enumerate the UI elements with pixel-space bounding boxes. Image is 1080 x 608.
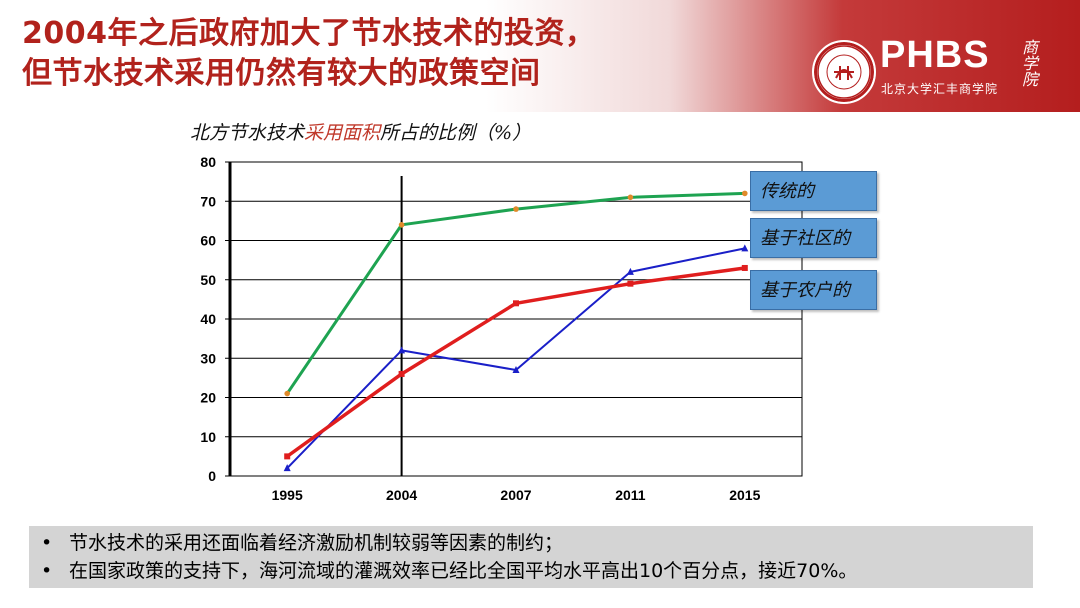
y-tick-label: 60 xyxy=(200,233,216,249)
series-traditional-point xyxy=(284,390,290,397)
series-community-point xyxy=(741,244,749,252)
line-chart: 0 10 20 30 40 50 60 70 80 1995 2004 2007 2011 2015 xyxy=(200,154,803,503)
legend-community: 基于社区的 xyxy=(750,218,877,258)
slide-title: 2004年之后政府加大了节水技术的投资， 但节水技术采用仍然有较大的政策空间 xyxy=(22,14,596,94)
note-item: • 节水技术的采用还面临着经济激励机制较弱等因素的制约； xyxy=(41,529,1033,557)
y-tick-label: 50 xyxy=(200,272,216,288)
series-traditional-point xyxy=(398,222,405,228)
legend-household: 基于农户的 xyxy=(750,270,877,310)
x-tick-label: 2007 xyxy=(500,487,531,503)
series-household-line xyxy=(286,266,746,458)
x-tick-label: 1995 xyxy=(272,487,303,503)
chart-title-prefix: 北方节水技术 xyxy=(190,122,305,144)
legend-traditional: 传统的 xyxy=(750,171,877,211)
series-household-point xyxy=(627,280,634,287)
series-traditional-point xyxy=(742,190,748,197)
phbs-subtitle: 北京大学汇丰商学院 xyxy=(881,82,999,96)
chart-title: 北方节水技术采用面积所占的比例（%） xyxy=(190,118,531,145)
chart-title-highlight: 采用面积 xyxy=(304,122,381,144)
y-tick-label: 80 xyxy=(200,154,216,170)
x-tick-label: 2011 xyxy=(615,487,646,503)
title-line-1: 2004年之后政府加大了节水技术的投资， xyxy=(22,16,596,51)
series-community-point xyxy=(283,464,291,472)
phbs-logo: PHBS 北京大学汇丰商学院 商学院 xyxy=(812,34,1064,108)
phbs-wordmark: PHBS xyxy=(880,34,990,76)
university-seal-icon xyxy=(812,40,876,104)
note-text-1: 节水技术的采用还面临着经济激励机制较弱等因素的制约； xyxy=(69,532,564,554)
series-community-point xyxy=(626,267,634,275)
series-community-point xyxy=(398,346,406,354)
series-traditional-point xyxy=(627,194,634,201)
calligraphy-mark: 商学院 xyxy=(1022,38,1039,89)
y-tick-label: 40 xyxy=(200,311,216,327)
header-band xyxy=(0,0,1080,112)
note-text-2: 在国家政策的支持下，海河流域的灌溉效率已经比全国平均水平高出10个百分点，接近7… xyxy=(69,560,858,582)
y-tick-label: 0 xyxy=(208,468,216,484)
y-tick-label: 30 xyxy=(200,350,216,366)
title-line-2: 但节水技术采用仍然有较大的政策空间 xyxy=(22,56,541,91)
chart-title-suffix: 所占的比例（%） xyxy=(380,122,532,144)
series-traditional-point xyxy=(513,206,519,212)
notes-box: • 节水技术的采用还面临着经济激励机制较弱等因素的制约； • 在国家政策的支持下，海… xyxy=(29,526,1033,588)
x-tick-label: 2015 xyxy=(729,487,760,503)
series-traditional-line xyxy=(285,191,745,395)
y-tick-label: 10 xyxy=(200,429,216,445)
series-household-point xyxy=(398,370,405,377)
y-tick-label: 70 xyxy=(200,193,216,209)
x-tick-label: 2004 xyxy=(386,487,417,503)
y-tick-label: 20 xyxy=(200,390,216,406)
series-household-point xyxy=(284,453,291,460)
note-item: • 在国家政策的支持下，海河流域的灌溉效率已经比全国平均水平高出10个百分点，接近… xyxy=(41,557,1033,585)
series-household-point xyxy=(513,300,519,307)
bullet-icon: • xyxy=(41,532,53,554)
series-household-point xyxy=(741,264,748,271)
bullet-icon: • xyxy=(41,560,53,582)
series-community-point xyxy=(512,366,520,374)
